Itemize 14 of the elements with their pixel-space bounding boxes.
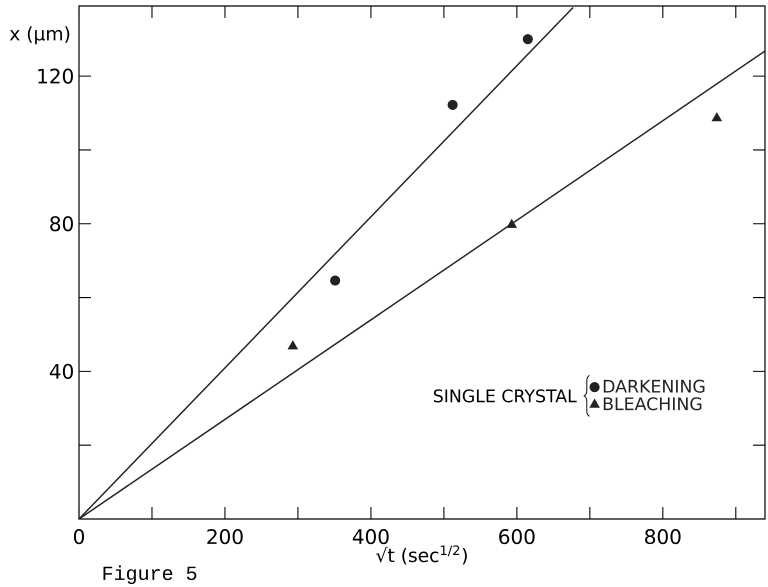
y-tick-label: 80: [50, 216, 73, 232]
legend-title: SINGLE CRYSTAL: [434, 389, 577, 402]
y-tick-label: 40: [50, 364, 73, 379]
caption: Figure 5: [104, 565, 196, 584]
y-tick-label: 120: [38, 68, 73, 84]
x-tick-label: 200: [207, 529, 243, 544]
x-axis-title: √t (sec$^{1/2}$): [376, 545, 467, 564]
x-tick-label: 600: [499, 529, 535, 544]
x-tick-label: 800: [645, 529, 681, 544]
x-tick-label: 400: [352, 529, 389, 544]
legend-label: DARKENING: [604, 380, 704, 393]
y-axis-title: x (μm): [10, 26, 70, 44]
x-tick-label: 0: [74, 529, 84, 544]
legend-label: BLEACHING: [604, 397, 702, 410]
